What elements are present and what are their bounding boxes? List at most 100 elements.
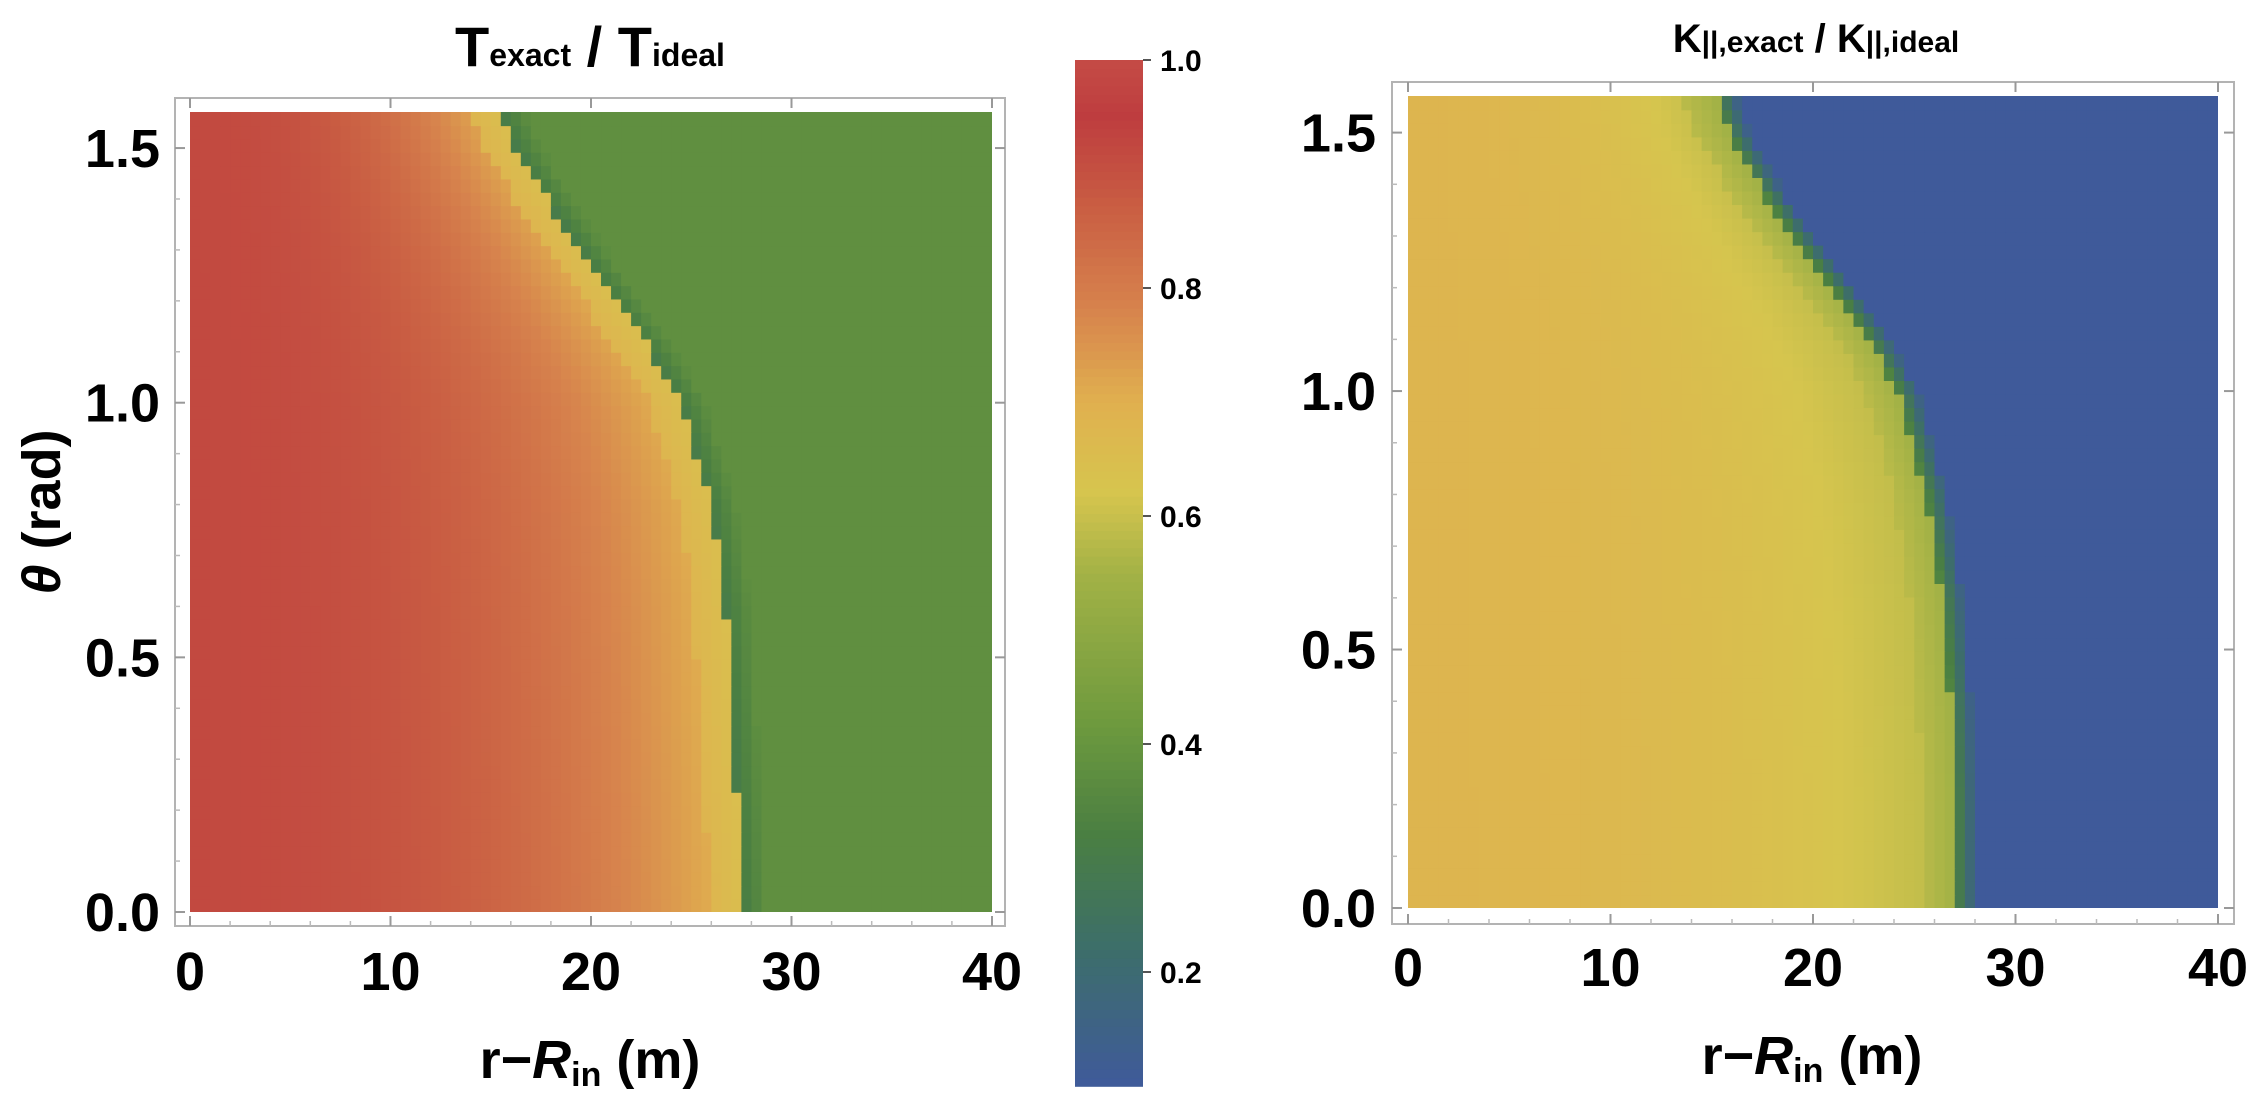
left-heatmap-cell [410, 125, 422, 140]
left-heatmap-cell [821, 418, 833, 433]
left-heatmap-cell [460, 165, 472, 180]
left-heatmap-cell [651, 232, 662, 247]
left-heatmap-cell [961, 218, 973, 233]
colorbar: 0.20.40.60.81.0 [1075, 45, 1202, 1087]
left-heatmap-cell [951, 125, 963, 140]
left-heatmap-cell [370, 618, 382, 633]
left-heatmap-cell [210, 165, 221, 180]
left-heatmap-cell [210, 272, 221, 287]
left-heatmap-cell [260, 232, 271, 247]
left-heatmap-cell [410, 272, 422, 287]
left-heatmap-cell [580, 378, 592, 393]
left-heatmap-cell [591, 578, 602, 593]
left-heatmap-cell [701, 752, 713, 767]
left-heatmap-cell [390, 898, 402, 912]
left-heatmap-cell [591, 445, 602, 460]
left-heatmap-cell [701, 298, 713, 313]
left-heatmap-cell [570, 325, 582, 340]
left-heatmap-cell [410, 432, 422, 447]
left-heatmap-cell [831, 218, 843, 233]
left-heatmap-cell [190, 725, 201, 740]
left-heatmap-cell [951, 645, 963, 660]
left-heatmap-cell [681, 192, 693, 207]
left-heatmap-cell [450, 338, 462, 353]
left-heatmap-cell [901, 805, 913, 820]
left-heatmap-cell [340, 632, 352, 647]
left-heatmap-cell [961, 725, 973, 740]
left-heatmap-cell [430, 805, 442, 820]
left-heatmap-cell [721, 112, 733, 127]
left-heatmap-cell [861, 565, 873, 580]
left-heatmap-cell [741, 432, 753, 447]
left-heatmap-cell [731, 298, 743, 313]
left-heatmap-cell [911, 472, 923, 487]
left-heatmap-cell [320, 578, 332, 593]
left-heatmap-cell [701, 805, 713, 820]
left-heatmap-cell [580, 565, 592, 580]
left-heatmap-cell [240, 138, 251, 153]
left-heatmap-cell [611, 405, 622, 420]
left-heatmap-cell [761, 285, 773, 300]
left-heatmap-cell [771, 698, 783, 713]
left-heatmap-cell [190, 285, 201, 300]
left-heatmap-cell [851, 765, 863, 780]
left-heatmap-cell [260, 805, 271, 820]
left-heatmap-cell [931, 498, 943, 513]
left-heatmap-cell [520, 658, 532, 673]
left-heatmap-cell [450, 512, 462, 527]
left-heatmap-cell [731, 618, 743, 633]
left-heatmap-cell [681, 178, 693, 193]
left-heatmap-cell [420, 232, 432, 247]
left-heatmap-cell [280, 805, 292, 820]
left-heatmap-cell [480, 432, 492, 447]
left-heatmap-cell [591, 872, 602, 887]
left-heatmap-cell [370, 698, 382, 713]
left-heatmap-cell [841, 152, 853, 167]
left-heatmap-cell [801, 445, 813, 460]
left-heatmap-cell [250, 432, 261, 447]
left-heatmap-cell [510, 752, 522, 767]
left-heatmap-cell [671, 538, 683, 553]
left-heatmap-cell [971, 445, 983, 460]
colorbar-segment [1075, 179, 1143, 190]
left-heatmap-cell [570, 792, 582, 807]
left-heatmap-cell [611, 605, 622, 620]
left-heatmap-cell [901, 325, 913, 340]
left-heatmap-cell [570, 338, 582, 353]
left-heatmap-cell [360, 605, 372, 620]
left-heatmap-cell [410, 885, 422, 900]
left-heatmap-cell [480, 685, 492, 700]
left-heatmap-cell [601, 738, 612, 753]
left-heatmap-cell [831, 472, 843, 487]
left-heatmap-cell [480, 712, 492, 727]
left-heatmap-cell [941, 498, 953, 513]
left-heatmap-cell [651, 365, 662, 380]
left-heatmap-cell [370, 272, 382, 287]
left-heatmap-cell [550, 272, 562, 287]
left-heatmap-cell [931, 112, 943, 127]
left-heatmap-cell [290, 818, 302, 833]
left-heatmap-cell [831, 725, 843, 740]
left-heatmap-cell [881, 725, 893, 740]
left-heatmap-cell [370, 792, 382, 807]
left-heatmap-cell [621, 685, 632, 700]
left-heatmap-cell [510, 432, 522, 447]
left-heatmap-cell [270, 605, 282, 620]
left-heatmap-cell [520, 192, 532, 207]
left-heatmap-cell [641, 432, 652, 447]
left-heatmap-cell [661, 525, 672, 540]
left-heatmap-cell [290, 285, 302, 300]
left-heatmap-cell [410, 898, 422, 912]
left-heatmap-cell [741, 352, 753, 367]
left-heatmap-cell [320, 792, 332, 807]
left-heatmap-cell [661, 858, 672, 873]
left-heatmap-cell [681, 298, 693, 313]
left-heatmap-cell [801, 685, 813, 700]
left-heatmap-cell [911, 112, 923, 127]
left-heatmap-cell [601, 658, 612, 673]
left-heatmap-cell [500, 472, 512, 487]
left-heatmap-cell [310, 618, 322, 633]
left-heatmap-cell [971, 485, 983, 500]
left-heatmap-cell [631, 898, 642, 912]
left-heatmap-cell [290, 338, 302, 353]
